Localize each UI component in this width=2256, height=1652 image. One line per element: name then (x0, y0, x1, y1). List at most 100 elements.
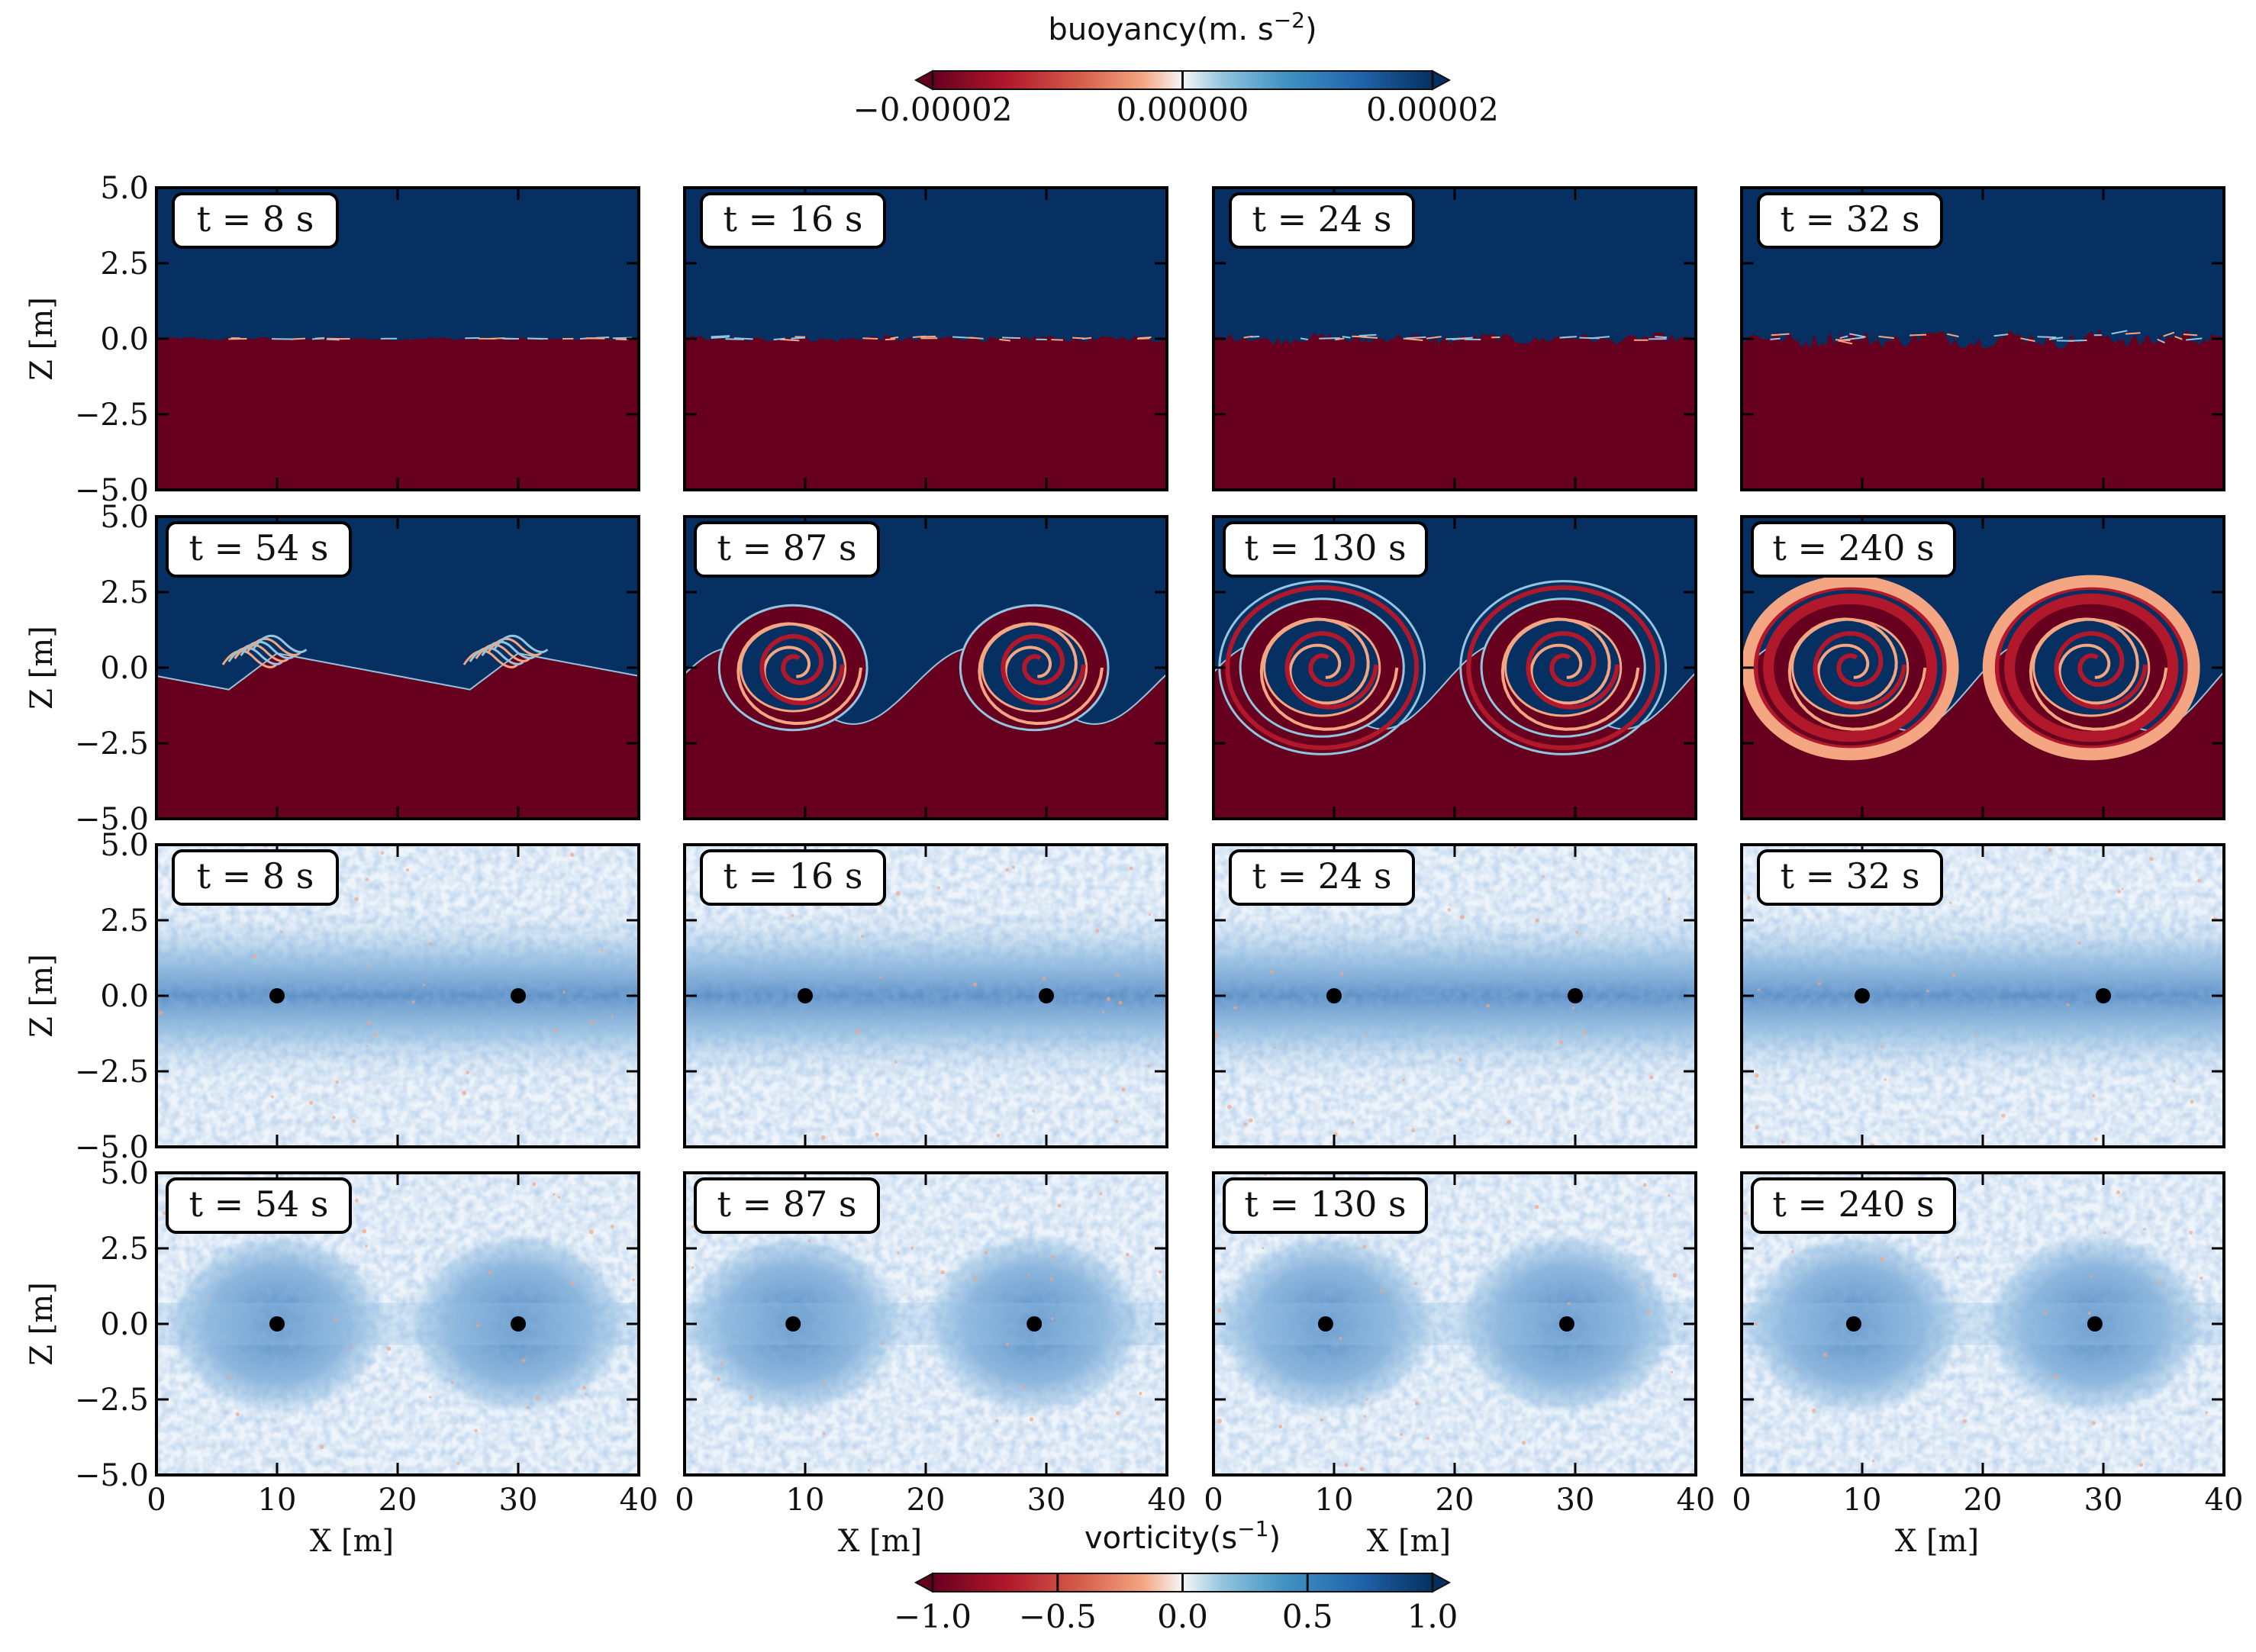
vorticity-speckle (562, 990, 566, 994)
time-label: t = 8 s (197, 855, 314, 897)
colorbar-buoyancy-extend-max (1432, 69, 1452, 91)
time-label-box (700, 849, 886, 906)
buoyancy-spiral-filament (2054, 631, 2148, 710)
panel-field (1213, 845, 1696, 1147)
vorticity-speckle (1746, 896, 1751, 900)
time-label: t = 16 s (723, 198, 862, 240)
vorticity-speckle (362, 1229, 367, 1234)
vortex-center-marker (1568, 988, 1583, 1003)
buoyancy-crest-filament (481, 640, 537, 659)
vorticity-speckle (428, 1396, 431, 1399)
colorbar-vorticity: vorticity(s−1) −1.0 −0.5 0.0 0.5 1.0 (894, 1516, 1458, 1635)
time-label: t = 54 s (189, 1183, 328, 1225)
colorbar-vorticity-tick-label: 0.5 (1282, 1598, 1333, 1635)
panel-r3-c4: t = 32 s (1740, 843, 2225, 1148)
time-label: t = 16 s (723, 855, 862, 897)
buoyancy-mixing-streak (773, 337, 785, 341)
vorticity-speckle (720, 1361, 724, 1365)
vorticity-speckle (206, 1296, 210, 1300)
vorticity-speckle (1020, 1386, 1025, 1390)
vorticity-speckle (1667, 897, 1671, 901)
vorticity-speckle (1646, 1310, 1651, 1315)
buoyancy-mixing-streak (2020, 337, 2035, 343)
buoyancy-mixing-streak (1300, 337, 1309, 341)
vorticity-speckle (1926, 990, 1929, 993)
time-label-box (1229, 849, 1415, 906)
vorticity-speckle (466, 1071, 470, 1074)
vorticity-speckle (2116, 1190, 2120, 1195)
vorticity-speckle (1567, 1302, 1571, 1306)
vorticity-speckle (553, 1193, 556, 1196)
vorticity-speckle (995, 1419, 999, 1422)
buoyancy-lower-layer (156, 337, 639, 490)
buoyancy-mixing-streak (1426, 336, 1442, 340)
y-tick-label: 2.5 (100, 903, 149, 939)
vorticity-speckle (406, 868, 410, 872)
y-tick-label: −2.5 (75, 726, 149, 762)
buoyancy-mixing-streak (1243, 335, 1253, 339)
vortex-center-marker (1039, 988, 1054, 1003)
x-tick-label: 20 (1436, 1483, 1474, 1518)
x-tick-label: 0 (147, 1483, 166, 1518)
vorticity-speckle (1884, 1078, 1887, 1081)
panel-field (685, 517, 1167, 819)
y-tick-label: 5.0 (100, 171, 149, 206)
buoyancy-outer-filament (1753, 585, 1948, 750)
x-tick-label: 20 (1964, 1483, 2003, 1518)
vorticity-speckle (973, 1277, 978, 1281)
vorticity-speckle (1648, 1075, 1654, 1080)
vorticity-speckle (366, 1045, 369, 1048)
buoyancy-spiral-filament (1284, 631, 1379, 710)
vorticity-speckle (1507, 1119, 1511, 1124)
vortex-center-marker (269, 1316, 285, 1332)
panel-r4-c3: t = 130 s 0 10 20 30 40 X [m] (1204, 1171, 1715, 1559)
buoyancy-spiral-filament (1813, 631, 1907, 710)
vorticity-speckle (2187, 1318, 2190, 1321)
vorticity-speckle (611, 1016, 614, 1019)
time-label-box (694, 1177, 880, 1234)
vorticity-speckle (822, 1431, 826, 1435)
vorticity-speckle (2189, 1230, 2193, 1235)
vorticity-speckle (1365, 1034, 1368, 1037)
time-label: t = 87 s (717, 527, 856, 568)
vorticity-speckle (521, 1358, 526, 1363)
vorticity-speckle (1359, 1467, 1365, 1472)
buoyancy-mixing-streak (1405, 336, 1426, 340)
vorticity-speckle (1118, 1000, 1123, 1005)
vorticity-speckle (2044, 1312, 2047, 1315)
vorticity-speckle (1486, 1003, 1491, 1008)
time-label-box (172, 192, 339, 249)
buoyancy-spiral-filament (1500, 617, 1640, 731)
colorbar-vorticity-title: vorticity(s−1) (1084, 1516, 1281, 1556)
y-axis-title: Z [m] (24, 1282, 60, 1366)
vorticity-speckle (2190, 1100, 2194, 1104)
vorticity-speckle (1042, 977, 1046, 981)
vorticity-speckle (1817, 981, 1821, 986)
vortex-center-marker (798, 988, 813, 1003)
buoyancy-crest-filament (240, 640, 295, 659)
time-label: t = 32 s (1780, 855, 1919, 897)
vorticity-speckle (227, 1374, 231, 1378)
time-label: t = 8 s (197, 198, 314, 240)
panel-field (685, 845, 1167, 1147)
colorbar-buoyancy-tick-label: −0.00002 (853, 91, 1013, 128)
colorbar-vorticity-tick-label: −1.0 (894, 1598, 972, 1635)
y-tick-label: 0.0 (100, 979, 149, 1014)
colorbar-buoyancy-title: buoyancy(m. s−2) (1048, 8, 1317, 47)
x-axis-title: X [m] (838, 1524, 922, 1559)
buoyancy-mixing-streak (890, 336, 899, 340)
vorticity-speckle (807, 1239, 811, 1242)
buoyancy-lower-layer (1213, 332, 1696, 490)
colorbar-buoyancy-tick-label: 0.00000 (1117, 91, 1249, 128)
vorticity-speckle (897, 1251, 900, 1254)
vorticity-speckle (1057, 1203, 1062, 1208)
vorticity-speckle (2054, 1373, 2058, 1378)
x-tick-label: 40 (1148, 1483, 1187, 1518)
vorticity-speckle (2093, 1137, 2099, 1142)
vorticity-speckle (1320, 1418, 1323, 1422)
vorticity-speckle (1672, 1273, 1677, 1278)
x-tick-label: 0 (1204, 1483, 1223, 1518)
vorticity-speckle (1974, 1034, 1977, 1037)
buoyancy-mixing-streak (2183, 333, 2198, 337)
vorticity-speckle (335, 1080, 340, 1084)
